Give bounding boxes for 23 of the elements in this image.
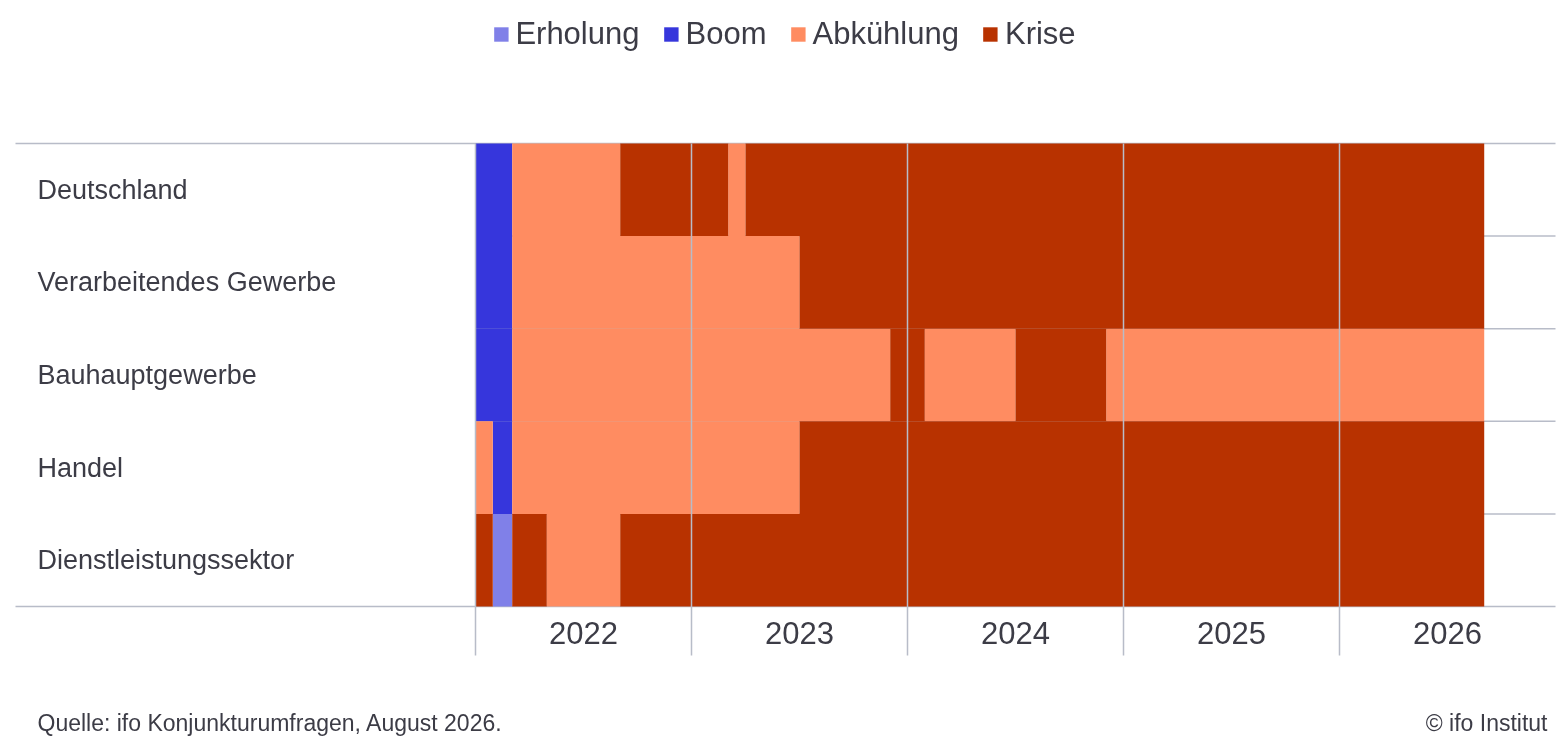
- y-tick-label: Deutschland: [37, 174, 188, 205]
- bar: [475, 513, 493, 607]
- x-tick-label: 2026: [1413, 615, 1482, 651]
- bar: [475, 421, 493, 514]
- y-tick-label: Dienstleistungssektor: [37, 545, 295, 576]
- bar: [1106, 328, 1485, 422]
- text: © ifo Institut: [1425, 709, 1549, 736]
- bar: [620, 143, 729, 237]
- source-note: Quelle: ifo Konjunkturumfragen, August 2026.: [37, 709, 502, 736]
- bar: [492, 513, 513, 607]
- y-tick-label: Bauhauptgewerbe: [37, 360, 257, 390]
- y-tick-label: Verarbeitendes Gewerbe: [37, 267, 337, 298]
- legend-label: Erholung: [515, 16, 640, 52]
- legend-label: Boom: [685, 16, 767, 52]
- x-tick-label: 2024: [981, 615, 1050, 651]
- y-tick-label: Handel: [37, 452, 124, 483]
- legend-label: Krise: [1004, 16, 1076, 52]
- legend-label: Abkühlung: [812, 16, 959, 52]
- bar: [924, 328, 1016, 422]
- x-tick-label: 2023: [765, 615, 834, 651]
- x-tick-label: 2025: [1197, 615, 1266, 651]
- x-tick-label: 2022: [549, 615, 618, 651]
- bar: [512, 513, 547, 607]
